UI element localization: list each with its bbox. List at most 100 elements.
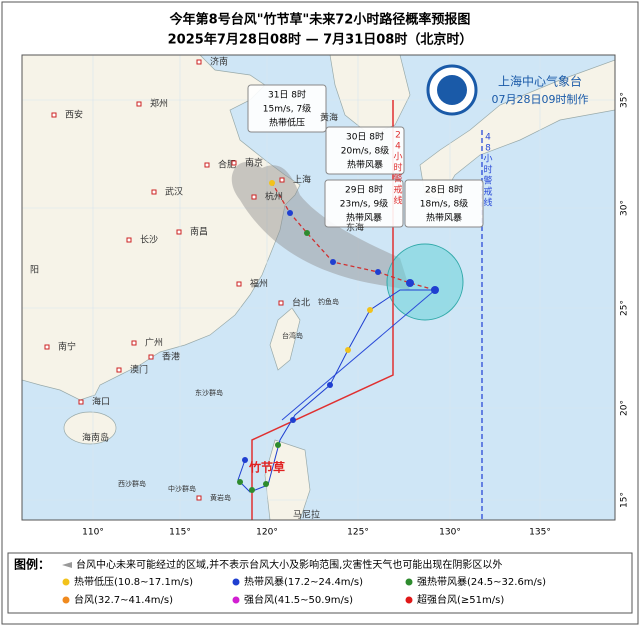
warning-line-label: 小 xyxy=(483,154,492,165)
place-label: 广州 xyxy=(145,337,163,349)
lon-label: 130° xyxy=(439,528,461,538)
callout-level: 热带风暴 xyxy=(426,212,462,224)
warning-line-label: 线 xyxy=(483,197,492,209)
place-label: 东海 xyxy=(346,222,364,234)
legend-icon xyxy=(405,578,413,586)
legend-icon xyxy=(405,596,413,604)
warning-line-label: 时 xyxy=(483,164,492,176)
legend-title: 图例： xyxy=(14,557,50,572)
warning-line-label: 线 xyxy=(393,195,402,207)
callout-time: 28日 8时 xyxy=(425,184,463,196)
warning-line-label: 小 xyxy=(393,152,402,163)
warning-line-label: 2 xyxy=(395,131,401,141)
map xyxy=(22,55,615,520)
legend-icon xyxy=(62,596,70,604)
place-label: 香港 xyxy=(162,351,180,363)
place-label: 钓鱼岛 xyxy=(318,297,339,306)
callout-wind: 23m/s, 9级 xyxy=(340,198,388,210)
city-dot xyxy=(231,160,237,166)
city-dot xyxy=(196,495,202,501)
callout-time: 29日 8时 xyxy=(345,184,383,196)
place-label: 台北 xyxy=(292,297,310,309)
legend-label: 热带低压(10.8~17.1m/s) xyxy=(74,575,193,588)
city-dot xyxy=(116,367,122,373)
place-label: 南宁 xyxy=(58,341,76,353)
city-dot xyxy=(126,237,132,243)
callout-level: 热带风暴 xyxy=(346,212,382,224)
place-label: 阳 xyxy=(30,265,39,276)
warning-line-label: 戒 xyxy=(393,184,402,196)
warning-line-label: 4 xyxy=(485,133,491,143)
place-label: 西沙群岛 xyxy=(118,479,146,488)
city-dot xyxy=(278,300,284,306)
city-dot xyxy=(176,229,182,235)
place-label: 黄岩岛 xyxy=(210,493,231,502)
place-label: 上海 xyxy=(293,174,311,186)
lat-label: 25° xyxy=(620,300,630,316)
place-label: 海南岛 xyxy=(82,432,109,444)
place-label: 东沙群岛 xyxy=(195,388,223,397)
city-dot xyxy=(279,177,285,183)
city-dot xyxy=(131,340,137,346)
callout-wind: 20m/s, 8级 xyxy=(341,145,389,157)
callout-level: 热带低压 xyxy=(269,117,305,129)
city-dot xyxy=(78,399,84,405)
typhoon-name: 竹节草 xyxy=(248,460,285,475)
callout-time: 30日 8时 xyxy=(346,131,384,143)
warning-line-label: 戒 xyxy=(483,186,492,198)
place-label: 澳门 xyxy=(130,364,148,376)
subtitle: 2025年7月28日08时 — 7月31日08时（北京时） xyxy=(168,32,473,48)
lat-label: 20° xyxy=(620,400,630,416)
legend-icon xyxy=(232,596,240,604)
lon-label: 135° xyxy=(529,528,551,538)
map-frame xyxy=(21,54,616,521)
title: 今年第8号台风"竹节草"未来72小时路径概率预报图 xyxy=(169,12,471,28)
place-label: 南昌 xyxy=(190,226,208,238)
legend-icon xyxy=(62,578,70,586)
place-label: 杭州 xyxy=(265,191,283,203)
place-label: 南京 xyxy=(245,157,263,169)
legend-box xyxy=(7,552,633,614)
legend-label: 热带风暴(17.2~24.4m/s) xyxy=(244,575,363,588)
legend-label: 台风(32.7~41.4m/s) xyxy=(74,593,173,606)
place-label: 郑州 xyxy=(150,98,168,110)
place-label: 黄海 xyxy=(320,112,338,124)
place-label: 福州 xyxy=(250,278,268,290)
city-dot xyxy=(204,162,210,168)
callout-time: 31日 8时 xyxy=(268,89,306,101)
place-label: 武汉 xyxy=(165,186,183,198)
warning-line-label: 8 xyxy=(485,144,491,154)
place-label: 西安 xyxy=(65,109,83,121)
warning-line-label: 警 xyxy=(483,175,492,187)
place-label: 济南 xyxy=(210,56,228,68)
issued-time: 07月28日09时制作 xyxy=(492,93,589,106)
agency-name: 上海中心气象台 xyxy=(498,74,582,89)
cone-icon xyxy=(62,562,72,568)
legend-icon xyxy=(232,578,240,586)
city-dot xyxy=(51,112,57,118)
lat-label: 30° xyxy=(620,200,630,216)
warning-line-label: 警 xyxy=(393,173,402,185)
warning-line-label: 4 xyxy=(395,142,401,152)
callout-wind: 15m/s, 7级 xyxy=(263,103,311,115)
city-dot xyxy=(236,281,242,287)
legend-label: 强台风(41.5~50.9m/s) xyxy=(244,593,353,606)
lon-label: 120° xyxy=(256,528,278,538)
lon-label: 110° xyxy=(82,528,104,538)
lon-label: 125° xyxy=(347,528,369,538)
city-dot xyxy=(44,344,50,350)
cone-note: 台风中心未来可能经过的区域,并不表示台风大小及影响范围,灾害性天气也可能出现在阴… xyxy=(76,558,502,571)
lon-label: 115° xyxy=(169,528,191,538)
place-label: 海口 xyxy=(92,396,110,408)
place-label: 台湾岛 xyxy=(282,331,303,340)
legend-label: 超强台风(≥51m/s) xyxy=(417,593,504,606)
lat-label: 15° xyxy=(620,492,630,508)
place-label: 长沙 xyxy=(140,234,158,246)
city-dot xyxy=(196,59,202,65)
city-dot xyxy=(148,354,154,360)
callout-level: 热带风暴 xyxy=(347,159,383,171)
city-dot xyxy=(151,189,157,195)
callout-wind: 18m/s, 8级 xyxy=(420,198,468,210)
place-label: 马尼拉 xyxy=(293,509,320,521)
